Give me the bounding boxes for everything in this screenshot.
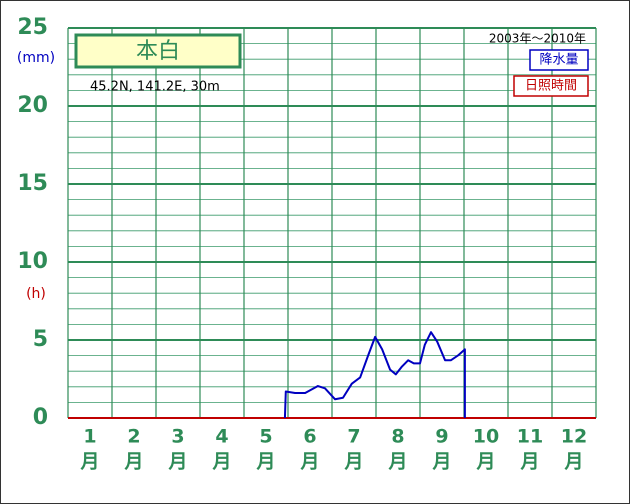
x-tick-label: 9 <box>435 426 448 448</box>
x-tick-label: 2 <box>127 426 140 448</box>
x-tick-unit: 月 <box>299 451 319 473</box>
x-tick-label: 8 <box>391 426 404 448</box>
x-tick-unit: 月 <box>475 451 495 473</box>
data-line <box>283 331 466 419</box>
y-tick-label: 20 <box>17 93 48 118</box>
legend-box <box>529 49 589 71</box>
period: 2003年〜2010年 <box>489 32 586 46</box>
title-box <box>74 33 242 69</box>
x-tick-label: 1 <box>83 426 96 448</box>
x-tick-label: 11 <box>517 426 543 448</box>
subtitle: 45.2N, 141.2E, 30m <box>90 80 220 95</box>
y-tick-label: 5 <box>33 327 48 352</box>
x-tick-label: 4 <box>215 426 228 448</box>
y-tick-label: 15 <box>17 171 48 196</box>
x-tick-unit: 月 <box>387 451 407 473</box>
x-tick-unit: 月 <box>167 451 187 473</box>
y-tick-label: 0 <box>33 405 48 430</box>
x-tick-unit: 月 <box>519 451 539 473</box>
chart-title: 本白 <box>136 39 180 64</box>
x-tick-unit: 月 <box>211 451 231 473</box>
y-tick-label: 25 <box>17 15 48 40</box>
x-tick-unit: 月 <box>79 451 99 473</box>
x-tick-label: 3 <box>171 426 184 448</box>
y2-unit: (h) <box>26 286 46 302</box>
x-tick-label: 10 <box>473 426 499 448</box>
x-tick-unit: 月 <box>123 451 143 473</box>
x-tick-unit: 月 <box>343 451 363 473</box>
x-tick-label: 12 <box>561 426 587 448</box>
x-tick-unit: 月 <box>563 451 583 473</box>
x-tick-label: 7 <box>347 426 360 448</box>
legend-box <box>513 75 589 97</box>
y-unit: (mm) <box>17 50 55 66</box>
x-tick-unit: 月 <box>431 451 451 473</box>
legend-label: 日照時間 <box>525 79 577 94</box>
legend-label: 降水量 <box>539 53 578 68</box>
x-tick-label: 5 <box>259 426 272 448</box>
y-tick-label: 10 <box>17 249 48 274</box>
x-tick-label: 6 <box>303 426 316 448</box>
x-tick-unit: 月 <box>255 451 275 473</box>
